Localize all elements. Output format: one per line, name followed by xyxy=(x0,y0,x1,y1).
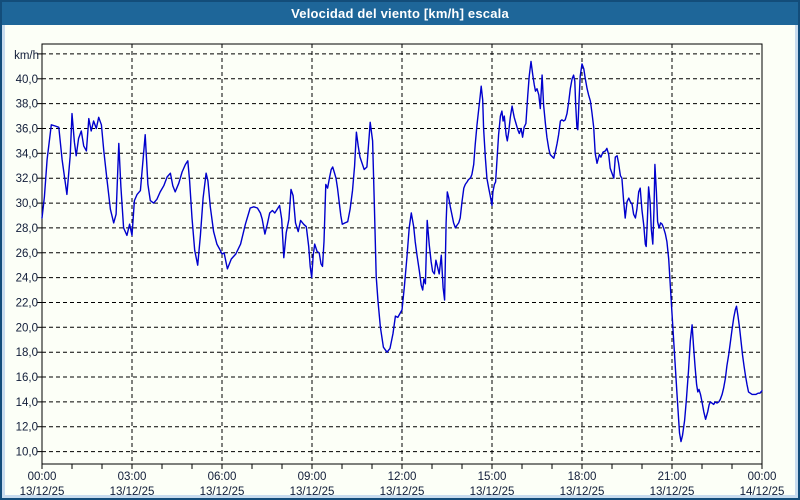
x-tick-date-label: 13/12/25 xyxy=(200,486,245,498)
y-tick-label: 12,0 xyxy=(16,422,38,434)
wind-speed-chart: 40,0 38,0 36,0 34,0 32,0 30,0 28,0 26,0 24,0 22,0… xyxy=(14,43,785,498)
x-tick-time-label: 00:00 xyxy=(748,471,777,483)
chart-title: Velocidad del viento [km/h] escala xyxy=(291,6,509,21)
y-tick-label: 28,0 xyxy=(16,223,38,235)
plot-frame xyxy=(41,43,763,465)
x-tick-date-label: 14/12/25 xyxy=(740,486,785,498)
y-tick-label: 34,0 xyxy=(16,148,38,160)
chart-title-bar: Velocidad del viento [km/h] escala xyxy=(2,2,798,25)
y-tick-label: 16,0 xyxy=(16,372,38,384)
y-tick-label: 24,0 xyxy=(16,273,38,285)
y-axis-unit-label: km/h xyxy=(14,50,39,62)
y-tick-label: 26,0 xyxy=(16,248,38,260)
x-tick-date-label: 13/12/25 xyxy=(290,486,335,498)
y-tick-label: 32,0 xyxy=(16,173,38,185)
x-tick-time-label: 18:00 xyxy=(568,471,597,483)
y-tick-label: 20,0 xyxy=(16,322,38,334)
x-tick-time-label: 03:00 xyxy=(118,471,147,483)
x-tick-date-label: 13/12/25 xyxy=(110,486,155,498)
y-tick-label: 40,0 xyxy=(16,74,38,86)
y-tick-label: 36,0 xyxy=(16,124,38,136)
x-tick-time-label: 06:00 xyxy=(208,471,237,483)
x-tick-time-label: 12:00 xyxy=(388,471,417,483)
x-tick-date-label: 13/12/25 xyxy=(560,486,605,498)
x-tick-date-label: 13/12/25 xyxy=(20,486,65,498)
x-tick-time-label: 15:00 xyxy=(478,471,507,483)
x-tick-time-label: 21:00 xyxy=(658,471,687,483)
x-tick-date-label: 13/12/25 xyxy=(470,486,515,498)
wind-speed-line xyxy=(41,60,763,443)
y-tick-label: 10,0 xyxy=(16,447,38,459)
y-tick-label: 30,0 xyxy=(16,198,38,210)
x-tick-date-label: 13/12/25 xyxy=(380,486,425,498)
y-tick-label: 22,0 xyxy=(16,298,38,310)
x-tick-time-label: 00:00 xyxy=(28,471,57,483)
y-tick-label: 18,0 xyxy=(16,347,38,359)
y-tick-label: 14,0 xyxy=(16,397,38,409)
y-tick-label: 38,0 xyxy=(16,99,38,111)
x-tick-time-label: 09:00 xyxy=(298,471,327,483)
x-tick-date-label: 13/12/25 xyxy=(650,486,695,498)
